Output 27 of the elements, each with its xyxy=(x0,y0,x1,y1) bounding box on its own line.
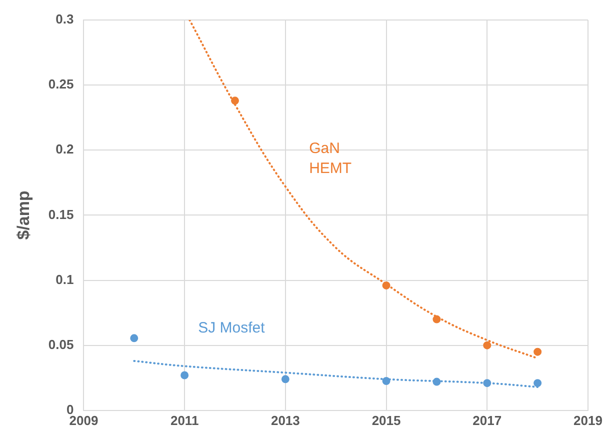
line-series xyxy=(188,20,539,360)
point xyxy=(382,376,390,385)
point xyxy=(281,375,290,384)
y-tick-label: 0.2 xyxy=(56,142,74,157)
x-tick-label: 2011 xyxy=(170,412,199,428)
point xyxy=(534,379,542,388)
x-tick-label: 2015 xyxy=(372,412,401,428)
text: GaN HEMT xyxy=(309,140,352,177)
point xyxy=(432,378,441,386)
point xyxy=(534,348,542,356)
point xyxy=(130,334,138,342)
y-tick-label: 0.15 xyxy=(48,206,74,222)
y-tick-label: 0.05 xyxy=(48,336,74,352)
x-tick-label: 2017 xyxy=(472,412,502,428)
y-tick-label: 0.3 xyxy=(56,12,74,27)
text: SJ Mosfet xyxy=(198,320,266,337)
point xyxy=(230,96,239,105)
x-tick-label: 2019 xyxy=(574,412,602,428)
y-tick-label: 0.25 xyxy=(48,76,74,92)
point xyxy=(432,315,441,324)
point xyxy=(483,379,492,388)
y-axis-title: $/amp xyxy=(14,190,33,240)
point xyxy=(180,371,189,380)
x-tick-label: 2013 xyxy=(270,412,300,428)
point xyxy=(483,341,492,350)
y-tick-label: 0.1 xyxy=(56,272,74,287)
point xyxy=(382,281,390,290)
